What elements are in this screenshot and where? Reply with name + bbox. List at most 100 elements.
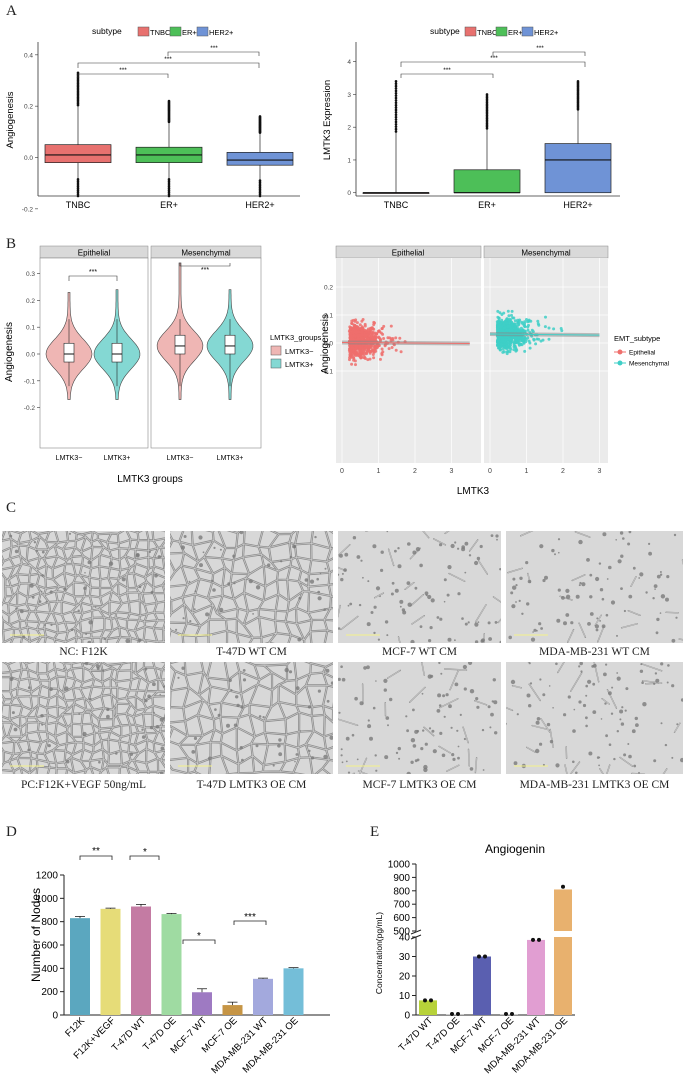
a-right-outlier [394, 82, 398, 86]
b-scatter-point-epithelial [353, 334, 357, 338]
micrograph-cell [554, 553, 556, 556]
micrograph-cell [487, 621, 491, 625]
b-scatter-point-mesenchymal [526, 328, 530, 332]
micrograph-cell [295, 753, 299, 756]
a-right-outlier [394, 99, 398, 102]
micrograph-cell [351, 733, 355, 737]
micrograph-cell [366, 665, 370, 670]
micrograph-cell [141, 735, 146, 739]
b-scatter-point-epithelial [358, 355, 362, 359]
b-scatter-point-mesenchymal [504, 338, 507, 342]
a-right-legend-swatch-tnbc [464, 26, 477, 37]
micrograph-cell [242, 669, 246, 672]
micrograph-network-highlight [2, 531, 165, 643]
b-scatter-point-mesenchymal [505, 341, 509, 345]
micrograph-cell [622, 537, 625, 540]
panel-label-c: C [6, 500, 17, 516]
micrograph-cell [377, 638, 380, 641]
micrograph-cell [565, 613, 570, 617]
micrograph-cell [27, 686, 31, 690]
micrograph-cell [542, 693, 546, 697]
micrograph-cell [230, 689, 233, 692]
micrograph-cell [420, 747, 424, 751]
micrograph-cell [15, 607, 18, 610]
micrograph-cell [587, 622, 591, 626]
micrograph-cell [419, 563, 423, 568]
micrograph-cell [341, 572, 344, 575]
micrograph-cell [135, 553, 140, 557]
e-bar-3 [500, 1014, 518, 1015]
micrograph-cell [616, 634, 618, 637]
micrograph-cell [49, 590, 53, 594]
b-scatter-point-epithelial [398, 336, 402, 340]
caption-mdamb231-oe: MDA-MB-231 LMTK3 OE CM [519, 779, 670, 791]
micrograph-cell [511, 604, 516, 609]
micrograph-cell [474, 622, 479, 627]
micrograph-cell [422, 729, 425, 732]
micrograph-cell [592, 682, 596, 686]
micrograph-cell [456, 729, 459, 732]
d-ytick-label: 1000 [36, 894, 59, 905]
b-violin-facet-epithelial: Epithelial [78, 249, 111, 258]
a-right-legend-her2: HER2+ [534, 28, 559, 37]
micrograph-vignette [506, 531, 683, 643]
micrograph-cell [41, 550, 45, 554]
micrograph-cell [31, 595, 35, 599]
micrograph-cell [239, 531, 244, 535]
micrograph-cell [138, 585, 142, 589]
micrograph-cell [654, 672, 658, 675]
micrograph-cell [464, 541, 469, 546]
micrograph-cell [671, 684, 675, 688]
micrograph-cell [390, 592, 394, 596]
micrograph-cell [461, 617, 464, 620]
micrograph-cell [427, 674, 432, 679]
micrograph-cell [33, 541, 37, 544]
micrograph-cell [77, 609, 80, 612]
b-scatter-point-mesenchymal [523, 324, 527, 328]
micrograph-cell [648, 542, 651, 545]
a-left-outlier [76, 194, 80, 198]
a-right-outlier [394, 113, 398, 117]
a-left-legend-swatch-er [169, 26, 182, 37]
b-scatter-point-mesenchymal [528, 341, 532, 345]
b-scatter-xtick-mesenchymal: 2 [561, 468, 565, 475]
micrograph-cell [468, 662, 473, 665]
micrograph-cell [82, 731, 87, 737]
micrograph-cell [479, 544, 483, 549]
e-ytick-label: 900 [393, 873, 410, 884]
b-scatter-point-epithelial [348, 353, 352, 357]
micrograph-cell [212, 588, 216, 592]
b-violin-facet-mesenchymal: Mesenchymal [181, 249, 231, 258]
micrograph-cell [437, 693, 442, 698]
micrograph-cell [414, 586, 418, 590]
d-ytick-label: 0 [52, 1011, 58, 1022]
micrograph-cell [323, 608, 326, 611]
micrograph-cell [159, 693, 161, 696]
micrograph-cell [615, 539, 617, 541]
micrograph-cell [652, 597, 655, 600]
micrograph-cell [660, 662, 664, 666]
micrograph-cell [226, 723, 230, 728]
micrograph-cell [516, 713, 519, 716]
b-scatter-point-epithelial [372, 336, 376, 340]
micrograph-cell [63, 667, 65, 670]
a-left-legend-tnbc: TNBC [150, 28, 171, 37]
micrograph-cell [308, 749, 311, 753]
micrograph-cell [63, 587, 67, 591]
a-right-outlier [576, 80, 580, 83]
micrograph-cell [467, 621, 470, 624]
micrograph-cell [423, 767, 428, 773]
a-left-sig-bracket-3 [167, 51, 260, 56]
b-scatter-point-epithelial [372, 356, 376, 360]
micrograph-cell [535, 720, 540, 725]
caption-mcf7-wt: MCF-7 WT CM [382, 646, 457, 658]
b-scatter-xtick-mesenchymal: 1 [525, 468, 529, 475]
micrograph-cell [64, 686, 69, 691]
d-sig-bracket-2 [129, 855, 160, 860]
a-left-outlier [167, 179, 171, 183]
b-scatter-point-mesenchymal [525, 318, 528, 321]
b-scatter-point-mesenchymal [498, 348, 502, 352]
a-left-sig-bracket-1 [77, 73, 169, 78]
d-ytick-label: 1200 [36, 871, 59, 882]
a-right-outlier [394, 127, 398, 131]
